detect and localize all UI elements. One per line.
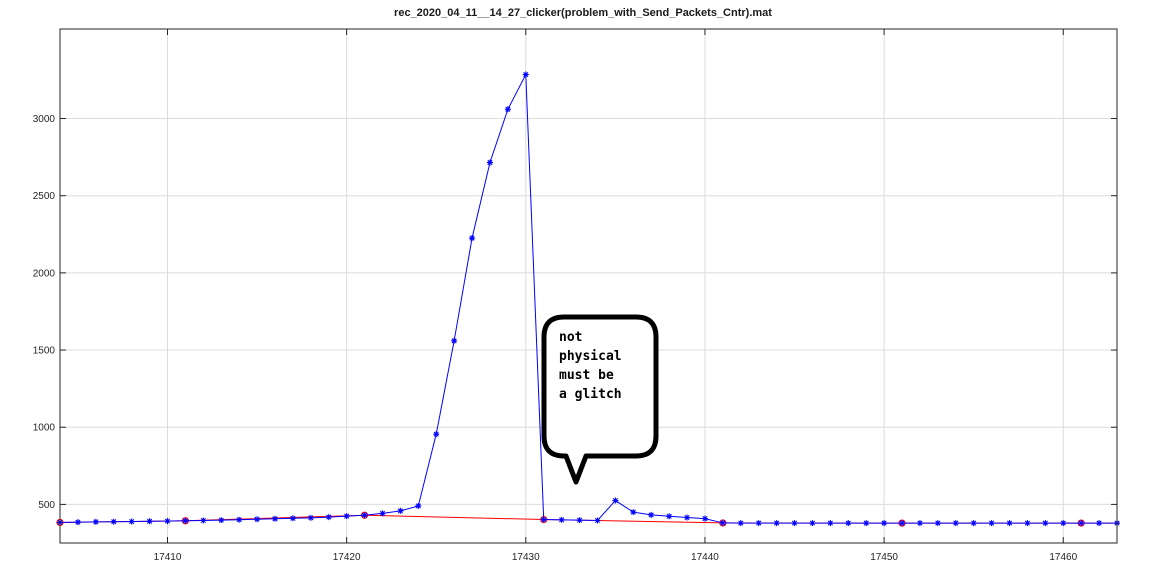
blue-point-47 xyxy=(899,520,906,527)
y-tick-label-0: 500 xyxy=(38,500,55,511)
blue-point-41 xyxy=(791,520,798,527)
blue-point-26 xyxy=(522,71,529,78)
blue-point-7 xyxy=(182,517,189,524)
blue-point-56 xyxy=(1060,520,1067,527)
blue-point-6 xyxy=(164,518,171,525)
blue-point-54 xyxy=(1024,520,1031,527)
callout-line-2: physical xyxy=(559,349,622,364)
y-tick-label-1: 1000 xyxy=(33,423,56,434)
blue-point-17 xyxy=(361,512,368,519)
callout-line-3: must be xyxy=(559,368,614,383)
blue-point-42 xyxy=(809,520,816,527)
blue-point-8 xyxy=(200,517,207,524)
blue-point-4 xyxy=(128,518,135,525)
ticks: 17410 17420 17430 17440 17450 17460 500 1000 150… xyxy=(33,29,1117,563)
callout-bubble xyxy=(541,314,659,485)
blue-point-18 xyxy=(379,510,386,517)
blue-point-5 xyxy=(146,518,153,525)
blue-point-49 xyxy=(934,520,941,527)
blue-point-15 xyxy=(325,514,332,521)
blue-point-19 xyxy=(397,507,404,514)
blue-point-52 xyxy=(988,520,995,527)
blue-point-23 xyxy=(469,235,476,242)
blue-point-10 xyxy=(236,516,243,523)
blue-point-38 xyxy=(737,520,744,527)
blue-point-28 xyxy=(558,516,565,523)
blue-point-12 xyxy=(271,515,278,522)
x-tick-label-1: 17420 xyxy=(333,552,361,563)
x-tick-label-3: 17440 xyxy=(691,552,719,563)
blue-point-36 xyxy=(701,515,708,522)
blue-point-21 xyxy=(433,431,440,438)
blue-point-58 xyxy=(1096,520,1103,527)
y-tick-label-2: 1500 xyxy=(33,346,56,357)
blue-point-51 xyxy=(970,520,977,527)
blue-point-3 xyxy=(110,518,117,525)
blue-point-46 xyxy=(881,520,888,527)
blue-point-53 xyxy=(1006,520,1013,527)
blue-point-14 xyxy=(307,514,314,521)
blue-point-39 xyxy=(755,520,762,527)
blue-point-32 xyxy=(630,509,637,516)
blue-point-24 xyxy=(486,159,493,166)
blue-point-29 xyxy=(576,517,583,524)
blue-point-30 xyxy=(594,517,601,524)
x-tick-label-4: 17450 xyxy=(870,552,898,563)
plot-area xyxy=(60,29,1117,543)
blue-point-34 xyxy=(666,513,673,520)
blue-point-40 xyxy=(773,520,780,527)
callout-line-1: not xyxy=(559,330,582,345)
blue-point-11 xyxy=(254,516,261,523)
blue-point-31 xyxy=(612,497,619,504)
blue-point-20 xyxy=(415,502,422,509)
callout-line-4: a glitch xyxy=(559,387,622,402)
blue-point-13 xyxy=(289,515,296,522)
blue-point-2 xyxy=(92,518,99,525)
blue-point-25 xyxy=(504,106,511,113)
blue-point-43 xyxy=(827,520,834,527)
blue-point-37 xyxy=(719,519,726,526)
axes-box xyxy=(59,28,1118,544)
y-tick-label-4: 2500 xyxy=(33,191,56,202)
blue-point-57 xyxy=(1078,520,1085,527)
blue-point-33 xyxy=(648,511,655,518)
blue-point-48 xyxy=(916,520,923,527)
blue-point-45 xyxy=(863,520,870,527)
blue-point-35 xyxy=(684,514,691,521)
x-tick-label-0: 17410 xyxy=(154,552,182,563)
x-tick-label-2: 17430 xyxy=(512,552,540,563)
chart-title: rec_2020_04_11__14_27_clicker(problem_wi… xyxy=(394,7,772,19)
y-tick-label-5: 3000 xyxy=(33,114,56,125)
blue-point-16 xyxy=(343,513,350,520)
blue-point-27 xyxy=(540,516,547,523)
annotation-callout: not physical must be a glitch xyxy=(541,314,659,485)
blue-point-44 xyxy=(845,520,852,527)
y-tick-label-3: 2000 xyxy=(33,268,56,279)
blue-point-22 xyxy=(451,337,458,344)
blue-point-55 xyxy=(1042,520,1049,527)
blue-point-50 xyxy=(952,520,959,527)
blue-point-9 xyxy=(218,517,225,524)
blue-point-1 xyxy=(74,519,81,526)
x-tick-label-5: 17460 xyxy=(1049,552,1077,563)
